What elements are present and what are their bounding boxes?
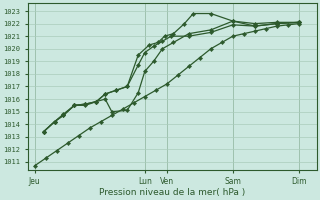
X-axis label: Pression niveau de la mer( hPa ): Pression niveau de la mer( hPa ) [99, 188, 245, 197]
